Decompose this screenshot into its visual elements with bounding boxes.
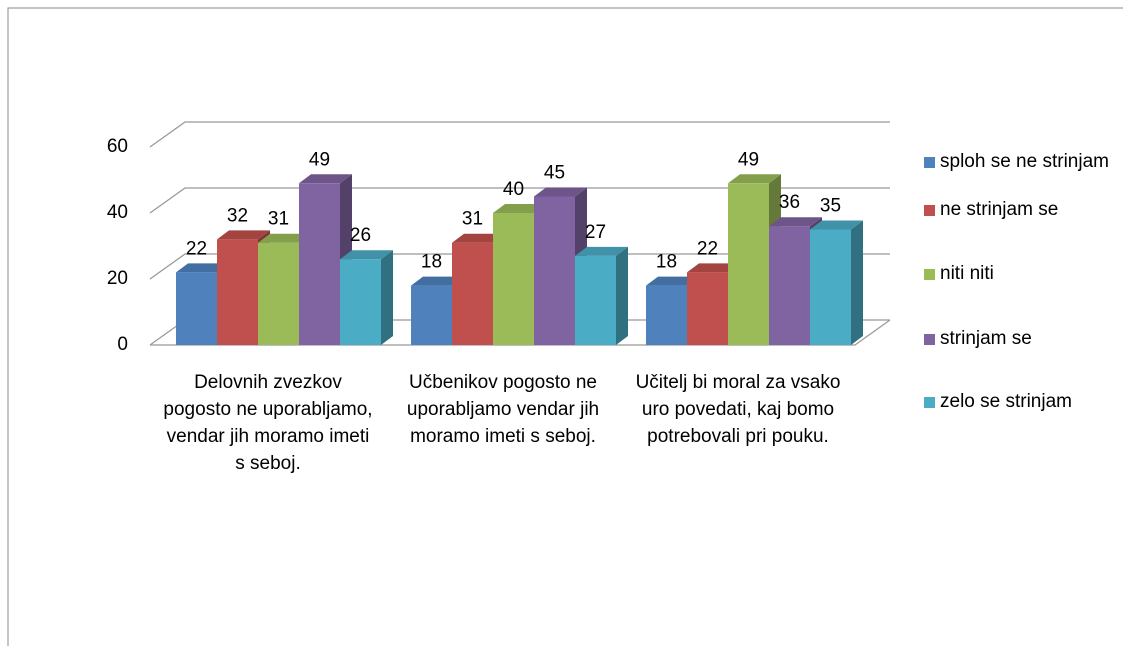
floor <box>150 319 891 346</box>
value-label: 31 <box>462 209 483 230</box>
value-label: 49 <box>309 149 330 170</box>
legend-swatch <box>924 397 935 408</box>
y-tick-label: 40 <box>107 202 128 223</box>
bar <box>646 285 687 345</box>
legend-swatch <box>924 157 935 168</box>
bar <box>299 183 340 345</box>
value-label: 49 <box>738 149 759 170</box>
value-label: 35 <box>820 196 841 217</box>
value-label: 22 <box>186 238 207 259</box>
legend-label: sploh se ne strinjam <box>940 151 1109 172</box>
x-tick-label: Učbenikov pogosto ne uporabljamo vendar … <box>406 372 600 447</box>
bar-top <box>340 250 393 260</box>
value-label: 22 <box>697 238 718 259</box>
bar <box>575 255 616 345</box>
grid-line <box>149 121 890 148</box>
legend-label: strinjam se <box>940 328 1032 349</box>
frame <box>7 7 1123 646</box>
y-tick-label: 0 <box>117 334 128 355</box>
bar-side <box>381 250 393 345</box>
x-tick-label: Učitelj bi moral za vsako uro povedati, … <box>635 372 841 447</box>
bar <box>176 272 217 345</box>
bar-top <box>176 263 229 273</box>
bar <box>411 285 452 345</box>
bar <box>728 183 769 345</box>
y-tick-label: 20 <box>107 268 128 289</box>
bar-side <box>616 246 628 345</box>
legend-label: ne strinjam se <box>940 199 1059 220</box>
value-label: 31 <box>268 209 289 230</box>
bar <box>534 196 575 345</box>
value-label: 45 <box>544 163 565 184</box>
value-label: 26 <box>350 225 371 246</box>
legend-label: niti niti <box>940 263 994 284</box>
legend-swatch <box>924 334 935 345</box>
legend-swatch <box>924 269 935 280</box>
x-tick-label: Delovnih zvezkov pogosto ne uporabljamo,… <box>163 372 373 474</box>
bar <box>258 242 299 345</box>
bar-top <box>534 187 587 197</box>
grid-line <box>149 253 890 280</box>
bar-top <box>493 204 546 213</box>
bar-side <box>851 220 863 345</box>
legend-swatch <box>924 205 935 216</box>
grid-line <box>149 187 890 214</box>
value-label: 27 <box>585 222 606 243</box>
bar-top <box>687 263 740 273</box>
y-tick-label: 60 <box>107 136 128 157</box>
legend-label: zelo se strinjam <box>940 391 1072 412</box>
value-label: 32 <box>227 205 248 226</box>
bar <box>452 242 493 345</box>
bar-top <box>810 220 863 230</box>
value-label: 18 <box>656 252 677 273</box>
value-label: 18 <box>421 252 442 273</box>
bar-top <box>728 174 781 184</box>
bar <box>217 239 258 345</box>
bar <box>769 226 810 345</box>
bar-top <box>452 233 505 243</box>
bar <box>687 272 728 345</box>
bar-top <box>646 276 699 286</box>
value-label: 36 <box>779 192 800 213</box>
bar <box>493 213 534 345</box>
bar <box>340 259 381 345</box>
bar <box>810 229 851 345</box>
bar-top <box>217 230 270 240</box>
bar-top <box>411 276 464 286</box>
value-label: 40 <box>503 179 524 200</box>
bar-top <box>258 233 311 243</box>
bar-top <box>299 174 352 184</box>
bar-top <box>575 246 628 256</box>
bar-top <box>769 217 822 227</box>
